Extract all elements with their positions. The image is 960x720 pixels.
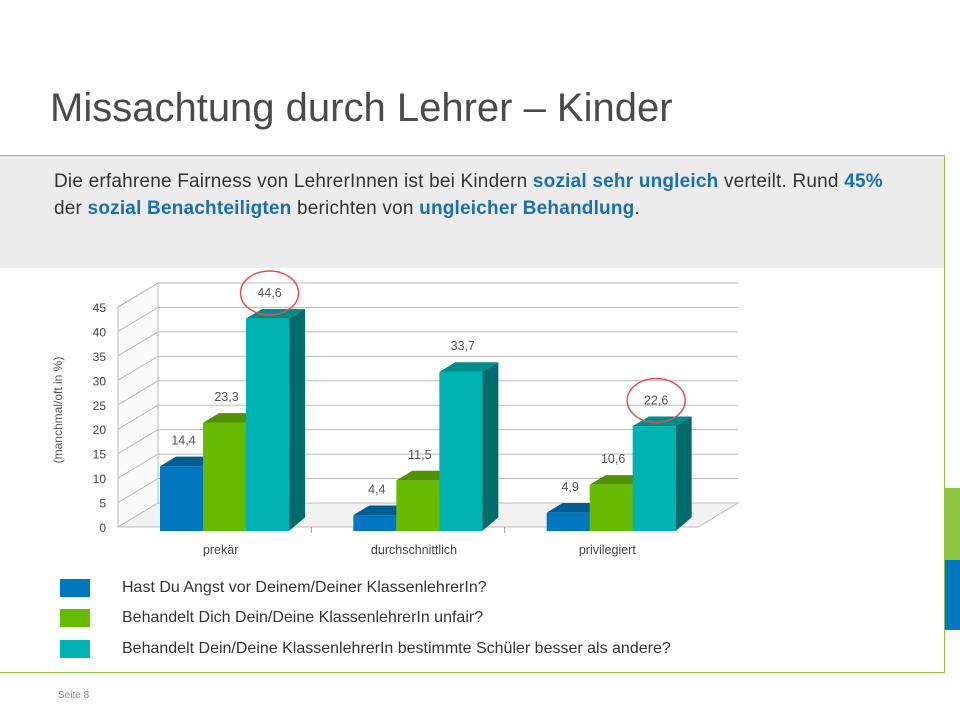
intro-text-part: der [54, 198, 88, 219]
bar-chart: 0 5 10 15 20 25 30 35 40 45 (manchmal/oft in %) 14,… [51, 270, 740, 557]
gridline-diagonal [117, 502, 159, 528]
intro-highlight: sozial sehr ungleich [532, 171, 719, 192]
gridline-diagonal [117, 478, 159, 503]
gridline-diagonal [117, 307, 159, 332]
y-tick-label: 35 [93, 350, 107, 364]
gridline-diagonal [117, 355, 159, 381]
data-label: 44,6 [257, 286, 281, 300]
highlight-circle [626, 377, 686, 424]
bar [439, 371, 483, 531]
highlight-circle [239, 270, 300, 316]
intro-text-part: verteilt. Rund [718, 171, 845, 192]
bar-top [632, 416, 692, 427]
y-tick-label: 10 [93, 472, 107, 486]
data-label: 4,4 [368, 482, 385, 496]
legend-label: Behandelt Dich Dein/Deine KlassenlehrerI… [122, 609, 484, 626]
bar [246, 318, 289, 531]
bar-side [482, 362, 499, 531]
legend-swatch [60, 579, 90, 597]
legend-label: Hast Du Angst vor Deinem/Deiner Klassenl… [122, 579, 487, 596]
data-label: 14,4 [171, 434, 195, 448]
y-tick-label: 45 [93, 301, 107, 315]
intro-text: Die erfahrene Fairness von LehrerInnen i… [54, 168, 914, 222]
legend-label: Behandelt Dein/Deine KlassenlehrerIn bes… [122, 640, 671, 657]
gridline-diagonal [117, 331, 159, 357]
y-tick-label: 30 [93, 374, 107, 388]
intro-text-part: berichten von [291, 198, 420, 219]
bar [353, 515, 397, 531]
y-tick-label: 40 [93, 325, 107, 339]
bar-side [675, 416, 692, 531]
x-tick-label: prekär [203, 543, 238, 557]
y-tick-label: 20 [93, 423, 107, 437]
y-tick-label: 15 [93, 448, 107, 462]
x-tick-label: privilegiert [579, 543, 636, 557]
intro-text-part: . [634, 198, 640, 219]
side-accent-green [945, 488, 960, 560]
slide-title: Missachtung durch Lehrer – Kinder [50, 86, 673, 130]
footer-page-number: Seite 8 [58, 690, 90, 701]
intro-highlight: ungleicher Behandlung [419, 198, 635, 219]
bar-top [246, 308, 305, 319]
gridline-diagonal [117, 453, 159, 479]
y-axis-label: (manchmal/oft in %) [51, 357, 65, 464]
data-label: 11,5 [408, 448, 431, 462]
data-label: 4,9 [561, 480, 578, 494]
y-tick-label: 5 [99, 497, 106, 511]
data-label: 10,6 [601, 452, 625, 466]
gridline-diagonal [117, 429, 159, 455]
bar [203, 422, 246, 531]
y-tick-label: 25 [93, 399, 107, 413]
data-label: 33,7 [451, 339, 475, 353]
bar [589, 484, 633, 531]
gridline-diagonal [117, 282, 159, 308]
content-frame [0, 155, 945, 673]
bar [160, 466, 203, 531]
intro-highlight: sozial Benachteiligten [87, 198, 292, 219]
y-tick-label: 0 [99, 521, 106, 535]
intro-box [0, 156, 944, 268]
bar [546, 512, 590, 531]
gridline-diagonal [117, 380, 159, 406]
bar [396, 480, 440, 531]
data-label: 23,3 [214, 390, 238, 404]
x-tick-label: durchschnittlich [371, 543, 457, 557]
bar-top [439, 362, 499, 372]
data-label: 22,6 [644, 394, 668, 408]
legend-swatch [60, 640, 90, 658]
gridline-diagonal [117, 404, 159, 430]
legend-swatch [60, 609, 90, 627]
intro-highlight: 45% [844, 171, 883, 192]
intro-text-part: Die erfahrene Fairness von LehrerInnen i… [54, 171, 533, 192]
side-accent-blue [945, 560, 960, 630]
bar-side [289, 308, 305, 531]
bar [632, 426, 676, 531]
